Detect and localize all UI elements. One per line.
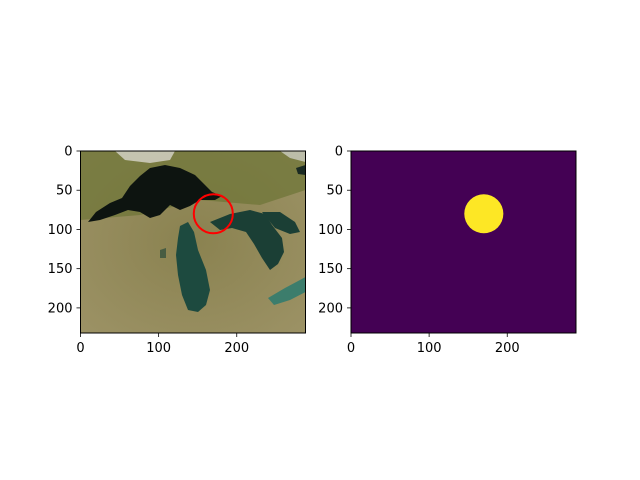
- mask-disk: [464, 194, 504, 234]
- right-axes-frame: [350, 150, 577, 334]
- left-xtick-label: 100: [146, 341, 171, 356]
- right-xtick-label: 200: [495, 341, 520, 356]
- left-ytick-label: 0: [64, 145, 72, 160]
- left-ytick-label: 50: [56, 184, 73, 199]
- right-ytick-label: 0: [335, 145, 343, 160]
- lake-michigan: [176, 222, 210, 312]
- left-xtick-label: 0: [76, 341, 84, 356]
- mask-panel: 0 100 200 0 50 100 150 200: [318, 145, 577, 356]
- right-ytick-label: 100: [318, 223, 343, 238]
- left-ytick-label: 100: [48, 223, 73, 238]
- satellite-image-panel: 0 100 200 0 50 100 150 200: [48, 145, 306, 356]
- left-axes-frame: [80, 150, 306, 334]
- right-xtick-label: 100: [417, 341, 442, 356]
- satellite-image: [80, 151, 306, 333]
- right-ytick-label: 50: [326, 184, 343, 199]
- left-xtick-label: 200: [224, 341, 249, 356]
- right-xtick-label: 0: [347, 341, 355, 356]
- lake-erie: [268, 277, 306, 305]
- annotation-circle: [192, 193, 234, 235]
- mask-background: [351, 151, 576, 333]
- right-ytick-label: 150: [318, 262, 343, 277]
- left-ytick-label: 150: [48, 262, 73, 277]
- lake-superior: [88, 165, 222, 222]
- left-ytick-label: 200: [48, 301, 73, 316]
- right-ytick-label: 200: [318, 301, 343, 316]
